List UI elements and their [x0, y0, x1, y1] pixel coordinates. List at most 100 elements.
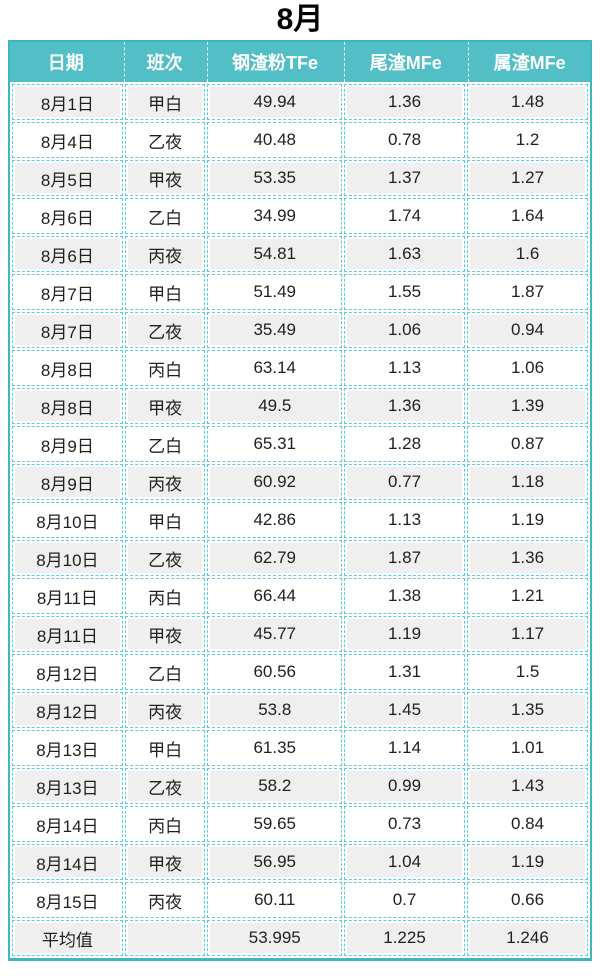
table-cell: 8月11日 [12, 616, 123, 652]
table-cell: 1.36 [344, 388, 466, 424]
table-cell: 1.13 [344, 502, 466, 538]
table-cell: 丙白 [124, 806, 206, 842]
table-cell: 60.11 [207, 882, 343, 918]
table-cell: 1.2 [467, 122, 588, 158]
table-row: 8月10日 甲白 42.86 1.13 1.19 [12, 502, 588, 538]
table-cell: 8月8日 [12, 388, 123, 424]
table-row: 8月11日 丙白 66.44 1.38 1.21 [12, 578, 588, 614]
table-cell: 甲夜 [124, 616, 206, 652]
table-cell: 1.36 [344, 84, 466, 120]
table-cell: 58.2 [207, 768, 343, 804]
table-cell: 丙夜 [124, 692, 206, 728]
table-cell: 丙白 [124, 578, 206, 614]
table-cell: 1.27 [467, 160, 588, 196]
table-cell: 63.14 [207, 350, 343, 386]
table-row: 8月6日 乙白 34.99 1.74 1.64 [12, 198, 588, 234]
table-cell: 8月12日 [12, 654, 123, 690]
table-row: 8月8日 丙白 63.14 1.13 1.06 [12, 350, 588, 386]
table-cell: 53.8 [207, 692, 343, 728]
table-cell: 8月6日 [12, 198, 123, 234]
table-cell: 1.18 [467, 464, 588, 500]
table-row: 8月5日 甲夜 53.35 1.37 1.27 [12, 160, 588, 196]
table-cell: 1.36 [467, 540, 588, 576]
table-cell: 1.55 [344, 274, 466, 310]
table-cell: 8月5日 [12, 160, 123, 196]
table-cell: 1.45 [344, 692, 466, 728]
table-cell: 1.64 [467, 198, 588, 234]
table-cell: 0.66 [467, 882, 588, 918]
table-cell: 1.28 [344, 426, 466, 462]
table-row: 8月13日 甲白 61.35 1.14 1.01 [12, 730, 588, 766]
table-row: 8月14日 甲夜 56.95 1.04 1.19 [12, 844, 588, 880]
table-header-row: 日期 班次 钢渣粉TFe 尾渣MFe 属渣MFe [10, 42, 590, 82]
table-row: 8月4日 乙夜 40.48 0.78 1.2 [12, 122, 588, 158]
table-cell: 0.73 [344, 806, 466, 842]
table-cell: 8月6日 [12, 236, 123, 272]
table-cell: 1.06 [344, 312, 466, 348]
table-row: 8月12日 乙白 60.56 1.31 1.5 [12, 654, 588, 690]
table-cell: 甲白 [124, 502, 206, 538]
table-cell: 丙夜 [124, 464, 206, 500]
table-cell: 49.5 [207, 388, 343, 424]
table-cell: 8月8日 [12, 350, 123, 386]
table-cell: 甲白 [124, 730, 206, 766]
table-cell: 1.48 [467, 84, 588, 120]
table-cell: 8月13日 [12, 768, 123, 804]
table-cell: 8月10日 [12, 502, 123, 538]
page-title: 8月 [276, 3, 324, 36]
table-row: 8月11日 甲夜 45.77 1.19 1.17 [12, 616, 588, 652]
table-cell: 乙白 [124, 426, 206, 462]
table-cell: 1.39 [467, 388, 588, 424]
table-cell: 1.13 [344, 350, 466, 386]
table-body: 8月1日 甲白 49.94 1.36 1.48 8月4日 乙夜 40.48 0.78 1.2 8月5… [10, 82, 590, 958]
table-cell: 乙白 [124, 654, 206, 690]
table-row: 8月9日 乙白 65.31 1.28 0.87 [12, 426, 588, 462]
table-cell: 1.87 [467, 274, 588, 310]
table-cell: 1.43 [467, 768, 588, 804]
table-cell: 丙夜 [124, 882, 206, 918]
table-cell: 51.49 [207, 274, 343, 310]
table-cell: 45.77 [207, 616, 343, 652]
table-cell: 0.94 [467, 312, 588, 348]
table-cell: 1.74 [344, 198, 466, 234]
table-cell: 61.35 [207, 730, 343, 766]
table-cell: 1.63 [344, 236, 466, 272]
table-cell: 乙夜 [124, 122, 206, 158]
table-cell: 8月9日 [12, 464, 123, 500]
table-row: 8月13日 乙夜 58.2 0.99 1.43 [12, 768, 588, 804]
table-cell: 59.65 [207, 806, 343, 842]
table-cell: 甲白 [124, 274, 206, 310]
table-row: 8月10日 乙夜 62.79 1.87 1.36 [12, 540, 588, 576]
table-header-cell: 钢渣粉TFe [206, 42, 343, 82]
table-header-cell: 日期 [47, 53, 84, 73]
table-cell: 62.79 [207, 540, 343, 576]
table-cell: 1.06 [467, 350, 588, 386]
summary-cell: 1.246 [467, 920, 588, 956]
table-cell: 0.78 [344, 122, 466, 158]
table-cell: 34.99 [207, 198, 343, 234]
table-header-cell: 属渣MFe [468, 42, 590, 82]
table-cell: 60.92 [207, 464, 343, 500]
table-cell: 丙夜 [124, 236, 206, 272]
table-cell: 乙夜 [124, 312, 206, 348]
table-cell: 8月13日 [12, 730, 123, 766]
table-cell: 乙白 [124, 198, 206, 234]
table-cell: 0.77 [344, 464, 466, 500]
table-cell: 0.99 [344, 768, 466, 804]
table-cell: 0.84 [467, 806, 588, 842]
table-cell: 8月14日 [12, 806, 123, 842]
table-cell: 8月9日 [12, 426, 123, 462]
table-cell: 8月4日 [12, 122, 123, 158]
table-cell: 8月12日 [12, 692, 123, 728]
table-cell: 甲夜 [124, 844, 206, 880]
table-cell: 0.7 [344, 882, 466, 918]
table-cell: 1.19 [467, 844, 588, 880]
summary-cell: 53.995 [207, 920, 343, 956]
table-cell: 8月1日 [12, 84, 123, 120]
table-cell: 56.95 [207, 844, 343, 880]
table-cell: 乙夜 [124, 768, 206, 804]
table-cell: 49.94 [207, 84, 343, 120]
table-cell: 1.14 [344, 730, 466, 766]
table-cell: 1.31 [344, 654, 466, 690]
